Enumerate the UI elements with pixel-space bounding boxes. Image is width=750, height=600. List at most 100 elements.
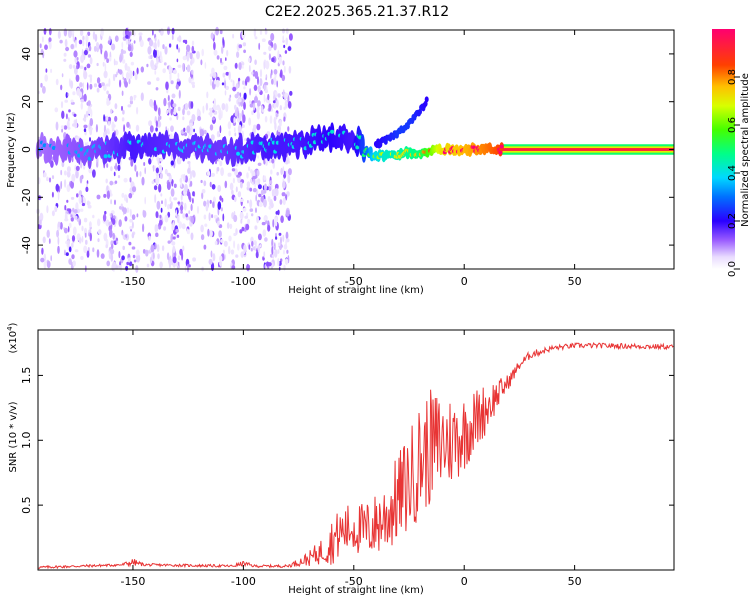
noise-speckle [166,182,171,190]
noise-speckle [75,165,80,171]
noise-speckle [56,229,60,238]
noise-speckle [118,69,123,75]
noise-speckle [89,83,93,90]
noise-speckle [100,253,105,259]
noise-speckle [111,43,116,51]
x-tick-label: -100 [231,275,256,288]
noise-speckle [129,187,133,194]
noise-speckle [171,241,176,246]
noise-speckle [171,93,176,99]
colorbar-ticks: 0.0 0.2 0.4 0.6 0.8 [727,69,740,277]
noise-speckle [249,100,252,104]
noise-speckle [160,193,163,197]
noise-speckle [142,223,145,233]
noise-speckle [89,75,92,84]
noise-speckle [96,77,101,84]
noise-speckle [238,44,243,49]
noise-speckle [285,27,289,34]
noise-speckle [214,240,218,246]
noise-speckle [65,46,70,52]
noise-speckle [60,125,65,129]
noise-speckle [172,245,176,254]
noise-speckle [209,124,214,131]
figure-title: C2E2.2025.365.21.37.R12 [265,4,449,20]
noise-speckle [172,103,177,108]
noise-speckle [282,28,285,34]
noise-speckle [226,49,229,57]
noise-speckle [85,110,89,118]
noise-speckle [122,30,126,37]
noise-speckle [249,199,253,209]
noise-speckle [258,193,262,198]
noise-speckle [215,26,220,36]
noise-speckle [228,97,231,102]
noise-speckle [126,121,130,128]
noise-speckle [68,222,72,228]
noise-speckle [257,155,260,159]
noise-speckle [212,72,217,79]
noise-speckle [209,199,212,204]
noise-speckle [202,105,205,114]
noise-speckle [70,196,75,200]
noise-speckle [181,223,186,230]
noise-speckle [83,217,88,223]
noise-speckle [72,91,76,96]
colorbar-tick-label: 0.4 [727,165,738,181]
noise-speckle [249,208,254,213]
noise-speckle [224,180,228,189]
noise-speckle [110,253,114,262]
noise-speckle [175,209,177,217]
noise-speckle [285,231,289,240]
noise-speckle [146,263,150,268]
noise-speckle [156,244,160,253]
noise-speckle [172,236,176,240]
noise-speckle [248,244,251,250]
noise-speckle [89,137,91,142]
noise-speckle [121,255,125,261]
noise-speckle [273,101,277,109]
noise-speckle [130,61,135,66]
noise-speckle [80,256,84,260]
spectrogram-marks [35,26,674,273]
noise-speckle [273,195,277,202]
noise-speckle [196,51,200,60]
noise-speckle [287,46,292,52]
noise-speckle [66,234,70,240]
noise-speckle [209,78,212,86]
noise-speckle [275,236,278,240]
colorbar-tick-label: 0.8 [727,69,738,85]
noise-speckle [225,71,230,76]
noise-speckle [170,233,173,243]
noise-speckle [229,94,232,99]
noise-speckle [152,29,154,36]
noise-speckle [96,161,99,168]
noise-speckle [122,76,125,80]
noise-speckle [88,167,93,174]
noise-speckle [129,95,133,102]
noise-speckle [277,125,282,133]
noise-speckle [216,166,220,172]
branch-blob [424,96,429,103]
noise-speckle [127,104,132,108]
noise-speckle [211,184,216,190]
noise-speckle [168,66,173,74]
noise-speckle [121,90,124,97]
noise-speckle [263,217,268,221]
noise-speckle [190,232,194,241]
noise-speckle [172,222,175,228]
noise-speckle [64,218,69,222]
noise-speckle [127,257,131,263]
noise-speckle [82,82,85,89]
noise-speckle [106,163,109,168]
noise-speckle [66,166,71,173]
noise-speckle [71,156,74,163]
noise-speckle [166,252,170,260]
noise-speckle [184,183,188,193]
noise-speckle [133,40,136,44]
noise-speckle [254,36,258,40]
noise-speckle [51,175,55,180]
noise-speckle [103,84,107,91]
noise-speckle [170,125,174,132]
noise-speckle [247,200,249,204]
noise-speckle [287,101,292,109]
